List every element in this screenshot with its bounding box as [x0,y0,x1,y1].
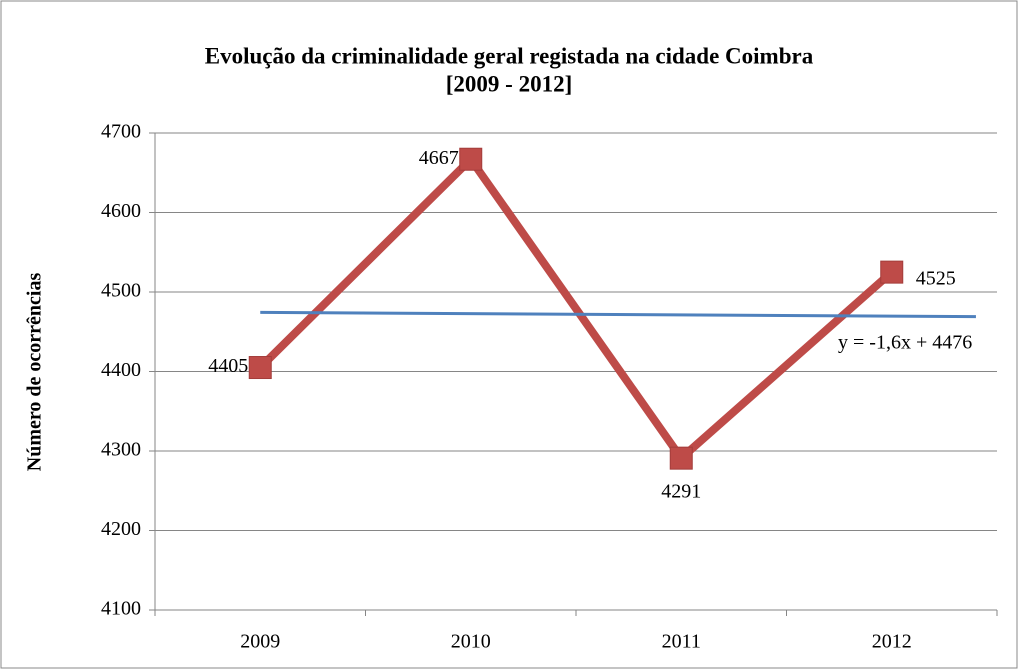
data-label: 4667 [419,147,459,169]
x-tick-label: 2011 [662,631,701,653]
marker [669,446,693,470]
x-tick-label: 2010 [451,631,491,653]
y-tick-label: 4300 [101,439,141,461]
marker [880,260,904,284]
y-tick-label: 4700 [101,121,141,143]
chart-title: Evolução da criminalidade geral registad… [205,43,814,68]
data-label: 4525 [916,268,956,290]
x-tick-label: 2012 [872,631,912,653]
marker [248,356,272,380]
y-tick-label: 4500 [101,280,141,302]
data-label: 4405 [208,355,248,377]
x-tick-label: 2009 [240,631,280,653]
trendline [260,310,976,319]
y-tick-label: 4400 [101,359,141,381]
y-axis-label: Número de ocorrências [24,273,46,472]
series-line [257,153,895,465]
y-tick-label: 4200 [101,518,141,540]
chart-subtitle: [2009 - 2012] [446,71,572,96]
marker [459,147,483,171]
data-label: 4291 [661,481,701,503]
y-tick-label: 4600 [101,200,141,222]
y-tick-label: 4100 [101,598,141,620]
trendline-label: y = -1,6x + 4476 [838,332,972,354]
